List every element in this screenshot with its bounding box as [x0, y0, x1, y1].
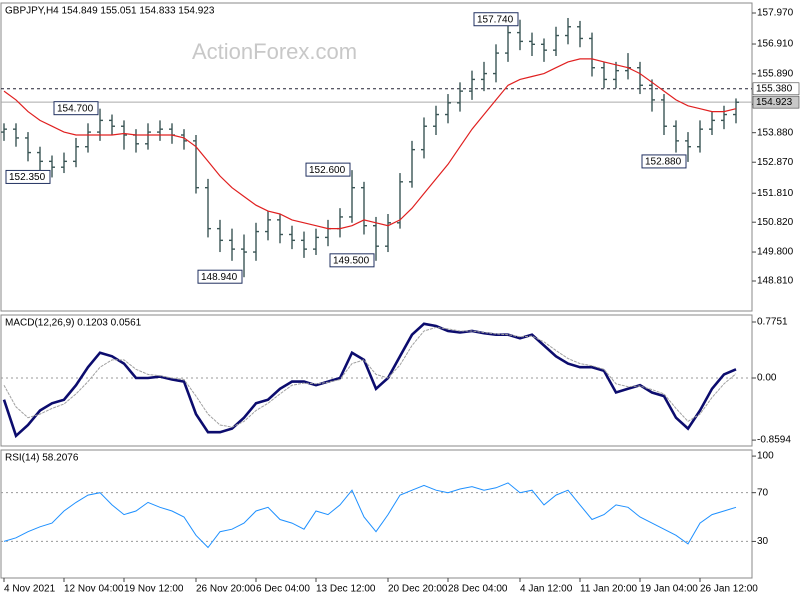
y-tick-label: 155.890 [757, 69, 794, 80]
level-label: 154.923 [756, 97, 793, 108]
y-tick-label: 150.820 [757, 217, 794, 228]
annotation-box [473, 12, 519, 27]
x-tick-label: 20 Dec 20:00 [388, 584, 448, 595]
watermark: ActionForex.com [192, 39, 357, 64]
pane-title: MACD(12,26,9) 0.1203 0.0561 [5, 318, 142, 329]
annotation-box [641, 154, 687, 169]
x-tick-label: 13 Dec 12:00 [316, 584, 376, 595]
y-tick-label: 156.910 [757, 39, 794, 50]
pane-frame [0, 449, 753, 579]
annotation-box [53, 101, 99, 116]
moving-average [3, 58, 737, 230]
annotation-label: 157.740 [477, 14, 514, 25]
y-tick-label: 0.00 [757, 373, 777, 384]
x-tick-label: 26 Nov 20:00 [196, 584, 256, 595]
pane-frame [0, 2, 753, 312]
annotation-label: 154.700 [57, 103, 94, 114]
annotation-label: 152.600 [309, 165, 346, 176]
x-tick-label: 6 Dec 04:00 [256, 584, 310, 595]
macd-line [2, 322, 737, 439]
y-tick-label: 0.7751 [757, 317, 788, 328]
level-label-box [752, 82, 800, 96]
level-label: 155.380 [756, 83, 793, 94]
annotation-label: 152.350 [9, 172, 46, 183]
y-tick-label: 153.880 [757, 127, 794, 138]
annotation-box [329, 253, 375, 268]
y-tick-label: -0.8594 [757, 435, 791, 446]
y-tick-label: 148.810 [757, 276, 794, 287]
annotation-box [197, 269, 243, 284]
y-tick-label: 30 [757, 536, 769, 547]
y-tick-label: 157.970 [757, 8, 794, 19]
annotation-label: 149.500 [333, 255, 370, 266]
x-tick-label: 26 Jan 12:00 [700, 584, 758, 595]
x-tick-label: 11 Jan 20:00 [580, 584, 638, 595]
pane-frame [0, 314, 753, 447]
level-label-box [752, 95, 800, 109]
annotation-label: 148.940 [201, 272, 238, 283]
annotation-box [5, 169, 51, 184]
annotation-label: 152.880 [645, 157, 682, 168]
annotation-box [305, 162, 351, 177]
y-tick-label: 149.800 [757, 247, 794, 258]
x-tick-label: 19 Nov 12:00 [124, 584, 184, 595]
rsi-line [3, 482, 737, 549]
y-tick-label: 152.870 [757, 157, 794, 168]
signal-line [3, 326, 737, 428]
pane-title: GBPJPY,H4 154.849 155.051 154.833 154.92… [5, 6, 215, 17]
y-tick-label: 100 [757, 451, 774, 462]
x-tick-label: 4 Nov 2021 [4, 584, 56, 595]
pane-title: RSI(14) 58.2076 [5, 453, 79, 464]
y-tick-label: 70 [757, 487, 769, 498]
x-tick-label: 4 Jan 12:00 [520, 584, 573, 595]
x-tick-label: 19 Jan 04:00 [640, 584, 698, 595]
y-tick-label: 151.810 [757, 188, 794, 199]
x-tick-label: 28 Dec 04:00 [448, 584, 508, 595]
x-tick-label: 12 Nov 04:00 [64, 584, 124, 595]
